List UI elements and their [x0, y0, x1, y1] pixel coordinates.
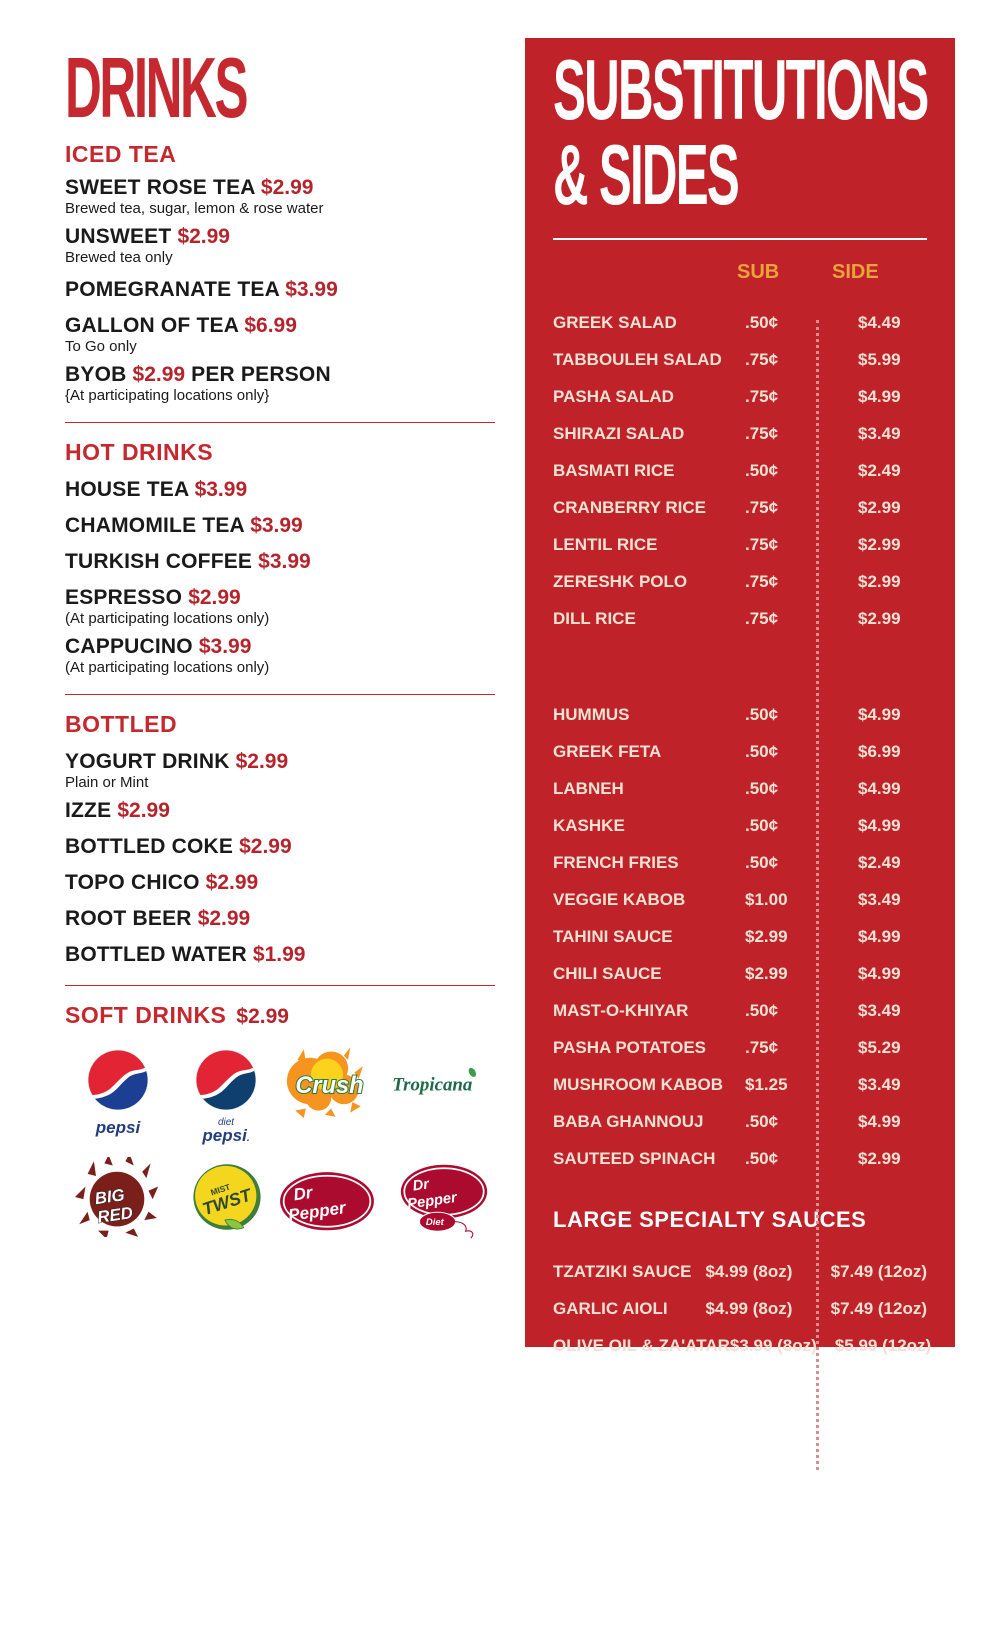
svg-text:Diet: Diet [426, 1217, 445, 1228]
svg-text:Crush: Crush [295, 1073, 363, 1099]
svg-text:Tropicana: Tropicana [392, 1074, 472, 1095]
